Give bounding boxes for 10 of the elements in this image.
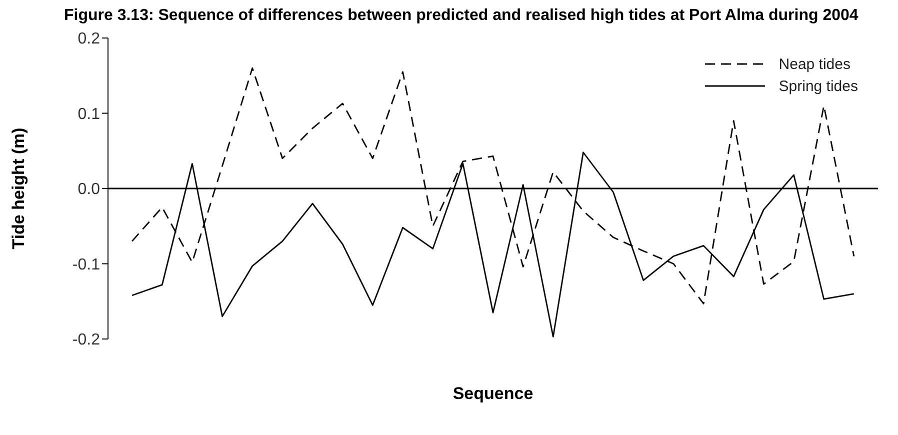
y-tick-label: -0.2	[72, 332, 100, 349]
y-tick-label: 0.2	[78, 30, 100, 48]
chart-title: Figure 3.13: Sequence of differences between predicted and realised high tides at Port Alma during 2004	[64, 7, 860, 24]
y-tick-label: 0.0	[78, 181, 100, 198]
y-axis-title: Tide height (m)	[9, 128, 28, 250]
y-tick-label: 0.1	[78, 106, 100, 123]
x-axis-title: Sequence	[452, 384, 534, 403]
legend-label: Spring tides	[778, 78, 858, 94]
y-tick-label: -0.1	[72, 256, 100, 274]
legend-label: Neap tides	[778, 56, 850, 72]
